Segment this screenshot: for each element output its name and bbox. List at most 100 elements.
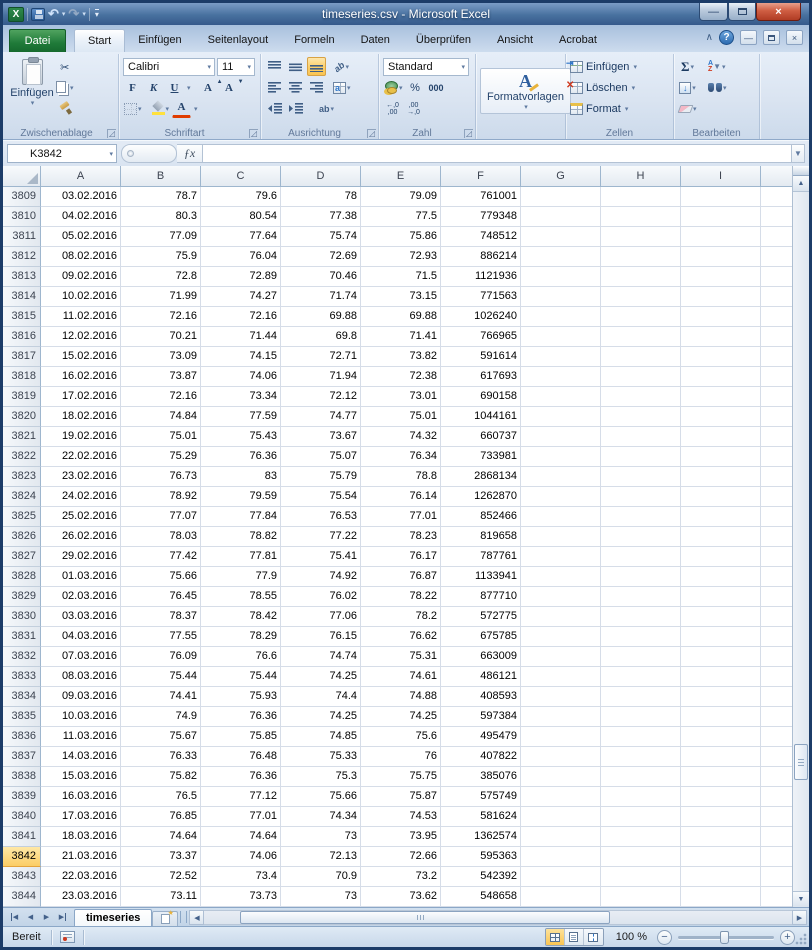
cell-H3840[interactable] [601, 807, 681, 827]
cell-H3810[interactable] [601, 207, 681, 227]
cell-F3831[interactable]: 675785 [441, 627, 521, 647]
tab-file[interactable]: Datei [9, 29, 66, 52]
cell-B3826[interactable]: 78.03 [121, 527, 201, 547]
cell-G3839[interactable] [521, 787, 601, 807]
cell-E3826[interactable]: 78.23 [361, 527, 441, 547]
cell-A3828[interactable]: 01.03.2016 [41, 567, 121, 587]
cell-F3815[interactable]: 1026240 [441, 307, 521, 327]
cell-B3815[interactable]: 72.16 [121, 307, 201, 327]
cell-F3817[interactable]: 591614 [441, 347, 521, 367]
cell-A3832[interactable]: 07.03.2016 [41, 647, 121, 667]
cell-H3831[interactable] [601, 627, 681, 647]
cell-F3824[interactable]: 1262870 [441, 487, 521, 507]
row-header-3830[interactable]: 3830 [3, 607, 41, 627]
cell-F3820[interactable]: 1044161 [441, 407, 521, 427]
cell-A3837[interactable]: 14.03.2016 [41, 747, 121, 767]
cell-D3834[interactable]: 74.4 [281, 687, 361, 707]
zoom-level[interactable]: 100 % [615, 931, 647, 943]
row-header-3828[interactable]: 3828 [3, 567, 41, 587]
row-header-3844[interactable]: 3844 [3, 887, 41, 907]
tab-formeln[interactable]: Formeln [294, 34, 335, 46]
cell-B3829[interactable]: 76.45 [121, 587, 201, 607]
cell-A3836[interactable]: 11.03.2016 [41, 727, 121, 747]
cell-C3830[interactable]: 78.42 [201, 607, 281, 627]
cell-E3830[interactable]: 78.2 [361, 607, 441, 627]
copy-button[interactable]: ▾ [55, 78, 75, 97]
scroll-down-icon[interactable]: ▼ [793, 891, 809, 907]
cell-C3816[interactable]: 71.44 [201, 327, 281, 347]
cell-A3833[interactable]: 08.03.2016 [41, 667, 121, 687]
cell-C3826[interactable]: 78.82 [201, 527, 281, 547]
autosum-button[interactable]: Σ ▾ [678, 57, 697, 76]
cell-I3839[interactable] [681, 787, 761, 807]
cell-H3833[interactable] [601, 667, 681, 687]
cell-I3833[interactable] [681, 667, 761, 687]
cell-B3818[interactable]: 73.87 [121, 367, 201, 387]
paste-dropdown-icon[interactable]: ▾ [30, 100, 35, 107]
increase-indent-button[interactable] [286, 99, 305, 118]
page-layout-view-button[interactable] [564, 929, 584, 945]
resize-grip[interactable] [795, 933, 807, 945]
cell-C3809[interactable]: 79.6 [201, 187, 281, 207]
cell-G3838[interactable] [521, 767, 601, 787]
cell-A3842[interactable]: 21.03.2016 [41, 847, 121, 867]
cell-E3816[interactable]: 71.41 [361, 327, 441, 347]
cell-H3841[interactable] [601, 827, 681, 847]
row-header-3832[interactable]: 3832 [3, 647, 41, 667]
cell-I3810[interactable] [681, 207, 761, 227]
cell-F3821[interactable]: 660737 [441, 427, 521, 447]
cell-D3829[interactable]: 76.02 [281, 587, 361, 607]
cell-H3812[interactable] [601, 247, 681, 267]
cell-A3831[interactable]: 04.03.2016 [41, 627, 121, 647]
insert-worksheet-button[interactable] [152, 909, 179, 926]
cell-H3830[interactable] [601, 607, 681, 627]
cell-C3814[interactable]: 74.27 [201, 287, 281, 307]
cell-H3823[interactable] [601, 467, 681, 487]
cell-H3827[interactable] [601, 547, 681, 567]
cell-C3836[interactable]: 75.85 [201, 727, 281, 747]
cell-E3844[interactable]: 73.62 [361, 887, 441, 907]
formula-input[interactable] [203, 144, 792, 163]
cell-B3839[interactable]: 76.5 [121, 787, 201, 807]
cell-E3836[interactable]: 75.6 [361, 727, 441, 747]
page-break-view-button[interactable] [583, 929, 603, 945]
row-header-3809[interactable]: 3809 [3, 187, 41, 207]
cell-A3809[interactable]: 03.02.2016 [41, 187, 121, 207]
cell-B3820[interactable]: 74.84 [121, 407, 201, 427]
align-right-button[interactable] [307, 78, 326, 97]
cell-A3812[interactable]: 08.02.2016 [41, 247, 121, 267]
cell-C3837[interactable]: 76.48 [201, 747, 281, 767]
accounting-format-button[interactable]: ▾ [383, 78, 404, 97]
qat-customize-icon[interactable]: ▾ [94, 9, 99, 19]
cell-H3832[interactable] [601, 647, 681, 667]
cell-F3835[interactable]: 597384 [441, 707, 521, 727]
cut-button[interactable]: ✂ [55, 58, 75, 77]
cell-E3837[interactable]: 76 [361, 747, 441, 767]
undo-icon[interactable]: ↶ [48, 6, 59, 21]
cell-C3834[interactable]: 75.93 [201, 687, 281, 707]
formula-bar-expand-icon[interactable]: ▼ [792, 144, 805, 163]
cell-H3814[interactable] [601, 287, 681, 307]
cell-H3829[interactable] [601, 587, 681, 607]
cell-I3830[interactable] [681, 607, 761, 627]
cell-B3828[interactable]: 75.66 [121, 567, 201, 587]
thousands-separator-button[interactable]: 000 [428, 82, 444, 93]
cell-A3822[interactable]: 22.02.2016 [41, 447, 121, 467]
cell-F3843[interactable]: 542392 [441, 867, 521, 887]
cell-I3824[interactable] [681, 487, 761, 507]
excel-logo-icon[interactable]: X [8, 6, 24, 22]
sort-dropdown-icon[interactable]: ▾ [721, 63, 726, 71]
row-header-3822[interactable]: 3822 [3, 447, 41, 467]
wrap-dropdown-icon[interactable]: ▾ [330, 105, 335, 113]
minimize-button[interactable]: — [699, 3, 728, 21]
cell-E3810[interactable]: 77.5 [361, 207, 441, 227]
cell-F3818[interactable]: 617693 [441, 367, 521, 387]
cell-A3824[interactable]: 24.02.2016 [41, 487, 121, 507]
cell-G3829[interactable] [521, 587, 601, 607]
cell-I3817[interactable] [681, 347, 761, 367]
cell-F3837[interactable]: 407822 [441, 747, 521, 767]
cell-G3836[interactable] [521, 727, 601, 747]
undo-dropdown-icon[interactable]: ▾ [61, 11, 66, 18]
cell-F3839[interactable]: 575749 [441, 787, 521, 807]
row-header-3812[interactable]: 3812 [3, 247, 41, 267]
